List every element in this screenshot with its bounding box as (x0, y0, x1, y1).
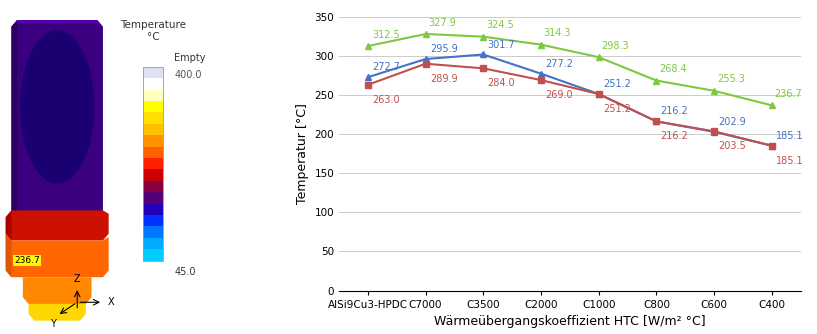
Text: 327.9: 327.9 (428, 18, 456, 28)
FancyBboxPatch shape (143, 203, 163, 215)
Polygon shape (6, 210, 109, 240)
Text: 251.2: 251.2 (603, 79, 631, 89)
Polygon shape (11, 20, 103, 27)
Ellipse shape (20, 30, 94, 184)
Text: 298.3: 298.3 (601, 41, 629, 51)
Text: Y: Y (50, 319, 56, 329)
Text: 269.0: 269.0 (545, 90, 573, 100)
FancyBboxPatch shape (143, 90, 163, 101)
Text: 284.0: 284.0 (488, 78, 515, 89)
FancyBboxPatch shape (143, 226, 163, 238)
FancyBboxPatch shape (143, 249, 163, 261)
Text: 295.9: 295.9 (430, 44, 458, 54)
FancyBboxPatch shape (143, 158, 163, 169)
Text: 202.9: 202.9 (718, 117, 746, 127)
Text: 312.5: 312.5 (372, 30, 400, 40)
Polygon shape (11, 20, 103, 217)
FancyBboxPatch shape (143, 147, 163, 158)
Text: 216.2: 216.2 (661, 132, 689, 142)
Text: 289.9: 289.9 (430, 74, 458, 84)
FancyBboxPatch shape (143, 101, 163, 112)
Text: 263.0: 263.0 (372, 95, 400, 105)
FancyBboxPatch shape (143, 169, 163, 181)
Text: X: X (107, 297, 114, 307)
Text: 272.7: 272.7 (372, 62, 400, 72)
Polygon shape (6, 234, 109, 277)
Text: 255.3: 255.3 (717, 74, 745, 85)
Text: Z: Z (74, 274, 81, 284)
Text: 203.5: 203.5 (718, 141, 746, 151)
Text: 185.1: 185.1 (776, 156, 804, 166)
Text: 236.7: 236.7 (14, 256, 40, 265)
Polygon shape (6, 210, 11, 240)
Text: 301.7: 301.7 (488, 39, 515, 49)
Text: 45.0: 45.0 (175, 267, 196, 277)
Text: 236.7: 236.7 (775, 89, 802, 99)
FancyBboxPatch shape (143, 181, 163, 192)
Text: 400.0: 400.0 (175, 70, 202, 80)
Polygon shape (29, 304, 86, 321)
Text: Temperature
°C: Temperature °C (120, 20, 186, 42)
FancyBboxPatch shape (143, 112, 163, 124)
FancyBboxPatch shape (143, 124, 163, 135)
Text: 268.4: 268.4 (659, 64, 687, 74)
Text: Empty: Empty (175, 53, 206, 63)
Text: 314.3: 314.3 (544, 28, 571, 38)
Polygon shape (11, 20, 17, 217)
FancyBboxPatch shape (143, 135, 163, 147)
Text: 216.2: 216.2 (661, 107, 689, 117)
Polygon shape (6, 234, 11, 277)
FancyBboxPatch shape (143, 67, 163, 78)
Text: 324.5: 324.5 (486, 20, 514, 30)
FancyBboxPatch shape (143, 238, 163, 249)
FancyBboxPatch shape (143, 215, 163, 226)
Y-axis label: Temperatur [°C]: Temperatur [°C] (296, 103, 309, 204)
Text: 185.1: 185.1 (776, 131, 804, 141)
FancyBboxPatch shape (143, 192, 163, 203)
Polygon shape (23, 277, 92, 304)
FancyBboxPatch shape (143, 78, 163, 90)
Text: 251.2: 251.2 (603, 104, 631, 114)
X-axis label: Wärmeübergangskoeffizient HTC [W/m² °C]: Wärmeübergangskoeffizient HTC [W/m² °C] (434, 315, 706, 328)
Text: 277.2: 277.2 (545, 59, 574, 69)
